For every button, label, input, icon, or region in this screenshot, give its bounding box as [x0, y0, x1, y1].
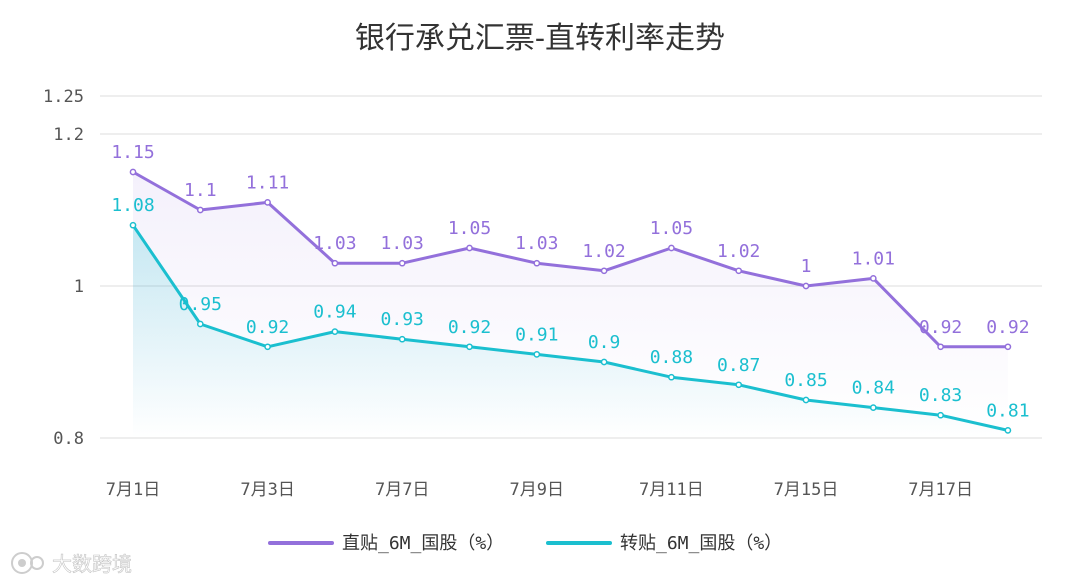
- point-series-1-12: [937, 411, 944, 419]
- point-series-0-9: [735, 267, 743, 275]
- line-series-1: [131, 224, 1009, 432]
- data-label-series-0-4: 1.03: [381, 233, 424, 254]
- data-label-series-1-2: 0.92: [246, 317, 289, 338]
- data-label-series-0-8: 1.05: [650, 218, 693, 239]
- point-series-0-6: [533, 259, 541, 267]
- data-label-series-1-12: 0.83: [919, 385, 962, 406]
- y-tick-label-1: 1: [74, 277, 84, 297]
- data-label-series-0-0: 1.15: [111, 142, 154, 163]
- point-series-1-7: [600, 358, 608, 366]
- eye-logo-icon: [11, 552, 44, 574]
- point-series-1-8: [668, 373, 675, 381]
- data-label-series-0-6: 1.03: [515, 233, 558, 254]
- x-axis-ticks: 7月1日 7月3日 7月7日 7月9日 7月11日 7月15日 7月17日: [106, 480, 973, 500]
- point-series-1-5: [466, 343, 473, 351]
- data-labels: 1.15 1.1 1.11 1.03 1.03 1.05 1.03 1.02 1.05 1.02 1…: [111, 142, 1029, 421]
- data-label-series-0-9: 1.02: [717, 241, 760, 262]
- data-label-series-1-0: 1.08: [111, 195, 154, 216]
- y-tick-label-3: 1.25: [43, 87, 84, 107]
- line-series-0: [132, 170, 1008, 349]
- x-tick-label-6: 7月9日: [510, 480, 564, 500]
- data-label-series-0-12: 0.92: [919, 317, 962, 338]
- point-series-0-4: [398, 259, 406, 267]
- point-series-0-12: [937, 343, 944, 351]
- x-tick-label-2: 7月3日: [240, 480, 294, 500]
- legend[interactable]: 直贴_6M_国股（%） 转贴_6M_国股（%）: [268, 533, 782, 554]
- point-series-0-13: [1004, 343, 1012, 351]
- x-tick-label-10: 7月15日: [774, 480, 839, 500]
- point-series-1-0: [129, 221, 137, 229]
- data-label-series-1-8: 0.88: [650, 347, 693, 368]
- data-label-series-1-3: 0.94: [313, 302, 356, 323]
- x-tick-label-8: 7月11日: [639, 480, 704, 500]
- data-label-series-1-5: 0.92: [448, 317, 491, 338]
- legend-label-series-0: 直贴_6M_国股（%）: [342, 533, 504, 554]
- data-label-series-0-2: 1.11: [246, 172, 289, 193]
- area-series-1: [133, 225, 1008, 438]
- x-tick-label-0: 7月1日: [106, 480, 160, 500]
- point-series-1-4: [398, 335, 406, 343]
- point-series-0-8: [668, 244, 675, 252]
- x-tick-label-4: 7月7日: [375, 480, 429, 500]
- point-series-0-2: [264, 199, 271, 206]
- point-series-0-1: [196, 206, 204, 214]
- data-label-series-1-7: 0.9: [588, 332, 621, 353]
- y-axis-ticks: 0.8 1 1.2 1.25: [43, 87, 84, 449]
- point-series-0-0: [129, 168, 137, 176]
- data-label-series-0-5: 1.05: [448, 218, 491, 239]
- data-label-series-1-10: 0.85: [784, 370, 827, 391]
- series-lines: [131, 170, 1009, 432]
- data-label-series-0-3: 1.03: [313, 233, 356, 254]
- point-series-1-11: [869, 404, 877, 411]
- data-label-series-0-13: 0.92: [986, 317, 1029, 338]
- series-areas: [133, 172, 1008, 438]
- watermark: 大数跨境: [11, 552, 132, 576]
- legend-item-series-0[interactable]: 直贴_6M_国股（%）: [268, 533, 504, 554]
- point-series-0-5: [466, 244, 473, 252]
- point-series-1-3: [331, 328, 339, 335]
- data-label-series-1-6: 0.91: [515, 324, 558, 345]
- point-series-1-9: [735, 381, 743, 389]
- point-series-1-6: [533, 351, 541, 358]
- point-series-0-7: [600, 267, 608, 275]
- data-label-series-0-10: 1: [801, 256, 812, 277]
- x-tick-label-12: 7月17日: [908, 480, 973, 500]
- data-label-series-0-7: 1.02: [582, 241, 625, 262]
- watermark-text: 大数跨境: [52, 552, 132, 576]
- data-label-series-1-9: 0.87: [717, 355, 760, 376]
- point-series-0-3: [331, 259, 339, 267]
- point-series-1-10: [802, 396, 810, 404]
- series-points: [129, 168, 1012, 434]
- point-series-0-11: [869, 275, 877, 282]
- legend-label-series-1: 转贴_6M_国股（%）: [620, 533, 782, 554]
- point-series-1-2: [264, 343, 271, 351]
- chart-title: 银行承兑汇票-直转利率走势: [355, 21, 725, 56]
- data-label-series-1-13: 0.81: [986, 400, 1029, 421]
- point-series-0-10: [802, 282, 810, 290]
- legend-item-series-1[interactable]: 转贴_6M_国股（%）: [546, 533, 782, 554]
- data-label-series-1-1: 0.95: [179, 294, 222, 315]
- y-tick-label-2: 1.2: [53, 125, 84, 145]
- data-label-series-0-11: 1.01: [852, 248, 895, 269]
- point-series-1-13: [1004, 427, 1012, 434]
- data-label-series-0-1: 1.1: [184, 180, 217, 201]
- data-label-series-1-4: 0.93: [381, 309, 424, 330]
- data-label-series-1-11: 0.84: [852, 378, 895, 399]
- y-tick-label-0: 0.8: [53, 429, 84, 449]
- point-series-1-1: [196, 320, 204, 328]
